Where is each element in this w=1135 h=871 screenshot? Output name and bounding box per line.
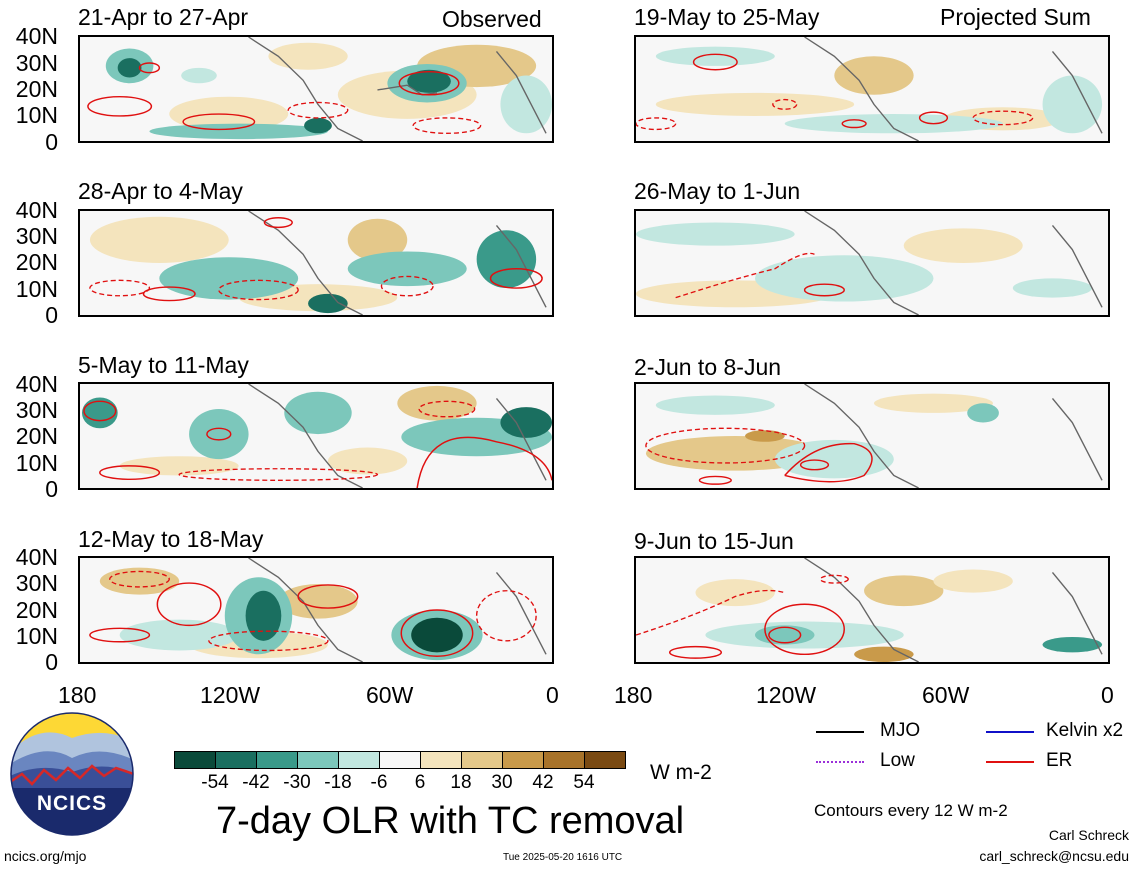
legend-label-mjo: MJO	[880, 720, 921, 741]
olr-map-obs-3	[78, 382, 554, 490]
contour-note: Contours every 12 W m-2	[814, 801, 1008, 820]
lon-label: 120W	[756, 682, 817, 708]
olr-map-obs-2	[78, 209, 554, 317]
lat-label: 40N	[15, 371, 58, 397]
lat-label: 20N	[15, 249, 58, 275]
olr-map-obs-4	[78, 556, 554, 664]
lat-label: 30N	[15, 223, 58, 249]
legend-line-mjo	[816, 731, 864, 733]
lat-label: 0	[45, 476, 58, 502]
lat-label: 20N	[15, 423, 58, 449]
colorbar-tick-label: -30	[283, 772, 311, 793]
lon-label: 180	[58, 682, 97, 708]
legend-line-er	[986, 761, 1034, 763]
legend-label-kelvin: Kelvin x2	[1046, 720, 1124, 741]
panel-title-obs-3: 5-May to 11-May	[78, 352, 249, 378]
lat-label: 30N	[15, 397, 58, 423]
lat-label: 10N	[15, 102, 58, 128]
legend-label-er: ER	[1046, 750, 1073, 771]
lat-label: 0	[45, 649, 58, 675]
colorbar-cell	[503, 752, 544, 768]
colorbar-cell	[257, 752, 298, 768]
lat-label: 0	[45, 302, 58, 328]
colorbar-cell	[339, 752, 380, 768]
colorbar-tick-label: -54	[201, 772, 229, 793]
colorbar-tick-label: -6	[370, 772, 388, 793]
olr-map-proj-3	[634, 382, 1110, 490]
legend-line-low	[816, 761, 864, 763]
lat-label: 0	[45, 129, 58, 155]
lon-label: 0	[1101, 682, 1114, 708]
colorbar-tick-label: 6	[414, 772, 426, 793]
panel-title-obs-4: 12-May to 18-May	[78, 526, 264, 552]
lon-label: 60W	[922, 682, 970, 708]
logo-text: NCICS	[36, 792, 108, 815]
lat-label: 10N	[15, 276, 58, 302]
footer-author: Carl Schreck	[1048, 827, 1129, 843]
panel-title-obs-2: 28-Apr to 4-May	[78, 178, 243, 204]
colorbar-cell	[544, 752, 585, 768]
lon-label: 120W	[200, 682, 261, 708]
colorbar-tick-label: 54	[573, 772, 595, 793]
projected-tag: Projected Sum	[940, 4, 1091, 30]
colorbar-tick-label: 42	[532, 772, 554, 793]
legend-label-low: Low	[880, 750, 915, 771]
olr-map-proj-1	[634, 35, 1110, 143]
panel-title-proj-3: 2-Jun to 8-Jun	[634, 354, 782, 380]
colorbar-cell	[298, 752, 339, 768]
footer-timestamp: Tue 2025-05-20 1616 UTC	[503, 852, 623, 863]
olr-map-obs-1	[78, 35, 554, 143]
panel-title-proj-4: 9-Jun to 15-Jun	[634, 528, 794, 554]
colorbar-cell	[216, 752, 257, 768]
lat-label: 30N	[15, 50, 58, 76]
lat-label: 20N	[15, 76, 58, 102]
panel-title-obs-1: 21-Apr to 27-Apr	[78, 4, 249, 30]
lat-label: 40N	[15, 197, 58, 223]
main-title: 7-day OLR with TC removal	[216, 800, 685, 842]
lat-label: 20N	[15, 597, 58, 623]
colorbar-cell	[462, 752, 503, 768]
olr-map-proj-4	[634, 556, 1110, 664]
ncics-logo: NCICS	[10, 712, 134, 836]
observed-tag: Observed	[442, 6, 542, 32]
colorbar-units: W m-2	[650, 761, 712, 784]
colorbar-tick-label: -18	[324, 772, 352, 793]
olr-map-proj-2	[634, 209, 1110, 317]
lat-label: 40N	[15, 23, 58, 49]
lon-label: 60W	[366, 682, 414, 708]
colorbar-tick-label: 30	[491, 772, 513, 793]
colorbar-cell	[585, 752, 625, 768]
panel-title-proj-1: 19-May to 25-May	[634, 4, 820, 30]
panel-title-proj-2: 26-May to 1-Jun	[634, 178, 801, 204]
lon-label: 180	[614, 682, 653, 708]
colorbar-cell	[421, 752, 462, 768]
lat-label: 10N	[15, 623, 58, 649]
lon-label: 0	[546, 682, 559, 708]
lat-label: 40N	[15, 544, 58, 570]
colorbar-tick-label: -42	[242, 772, 270, 793]
footer-url[interactable]: ncics.org/mjo	[4, 848, 87, 864]
lat-label: 30N	[15, 570, 58, 596]
footer-email[interactable]: carl_schreck@ncsu.edu	[979, 848, 1129, 864]
legend-line-kelvin	[986, 731, 1034, 733]
olr-colorbar	[174, 751, 626, 769]
colorbar-cell	[380, 752, 421, 768]
colorbar-cell	[175, 752, 216, 768]
colorbar-tick-label: 18	[450, 772, 472, 793]
lat-label: 10N	[15, 450, 58, 476]
